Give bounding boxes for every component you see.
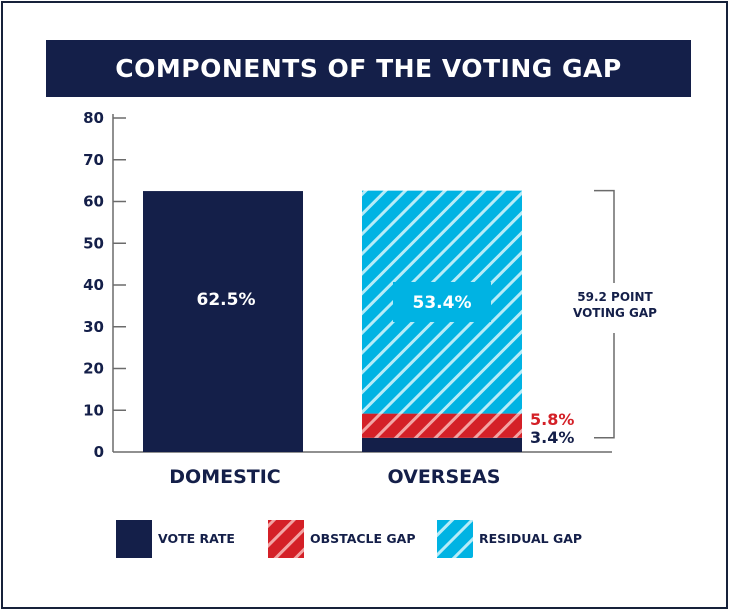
- data-label-overseas-residual: 53.4%: [413, 293, 472, 313]
- chart-title: COMPONENTS OF THE VOTING GAP: [115, 54, 622, 83]
- x-category-label: OVERSEAS: [387, 466, 500, 488]
- y-tick-label: 70: [83, 151, 104, 169]
- legend-swatch-residual-gap: [437, 520, 473, 558]
- y-tick-label: 30: [83, 318, 104, 336]
- y-tick-label: 0: [94, 443, 104, 461]
- x-category-label: DOMESTIC: [169, 466, 280, 488]
- data-label-domestic: 62.5%: [197, 290, 256, 310]
- legend-label: OBSTACLE GAP: [310, 531, 416, 546]
- y-tick-label: 60: [83, 193, 104, 211]
- obstacle-gap-segment: [362, 413, 522, 438]
- y-tick-label: 20: [83, 360, 104, 378]
- gap-annotation-line1: 59.2 POINT: [577, 290, 653, 304]
- vote-rate-segment: [143, 191, 303, 452]
- gap-bracket-top: [594, 189, 615, 283]
- data-label-vote-rate-overseas: 3.4%: [530, 428, 574, 447]
- gap-annotation-line2: VOTING GAP: [573, 306, 657, 320]
- y-tick-label: 40: [83, 276, 104, 294]
- legend-label: VOTE RATE: [158, 531, 235, 546]
- data-label-box: [393, 282, 491, 322]
- y-tick-label: 10: [83, 401, 104, 419]
- legend-swatch-obstacle-gap: [268, 520, 304, 558]
- legend-label: RESIDUAL GAP: [479, 531, 582, 546]
- vote-rate-segment: [362, 437, 522, 452]
- y-tick-label: 50: [83, 234, 104, 252]
- data-label-obstacle: 5.8%: [530, 410, 574, 429]
- legend-swatch-vote-rate: [116, 520, 152, 558]
- title-banner: COMPONENTS OF THE VOTING GAP: [46, 40, 691, 97]
- y-tick-label: 80: [83, 109, 104, 127]
- gap-bracket-bottom: [594, 333, 615, 439]
